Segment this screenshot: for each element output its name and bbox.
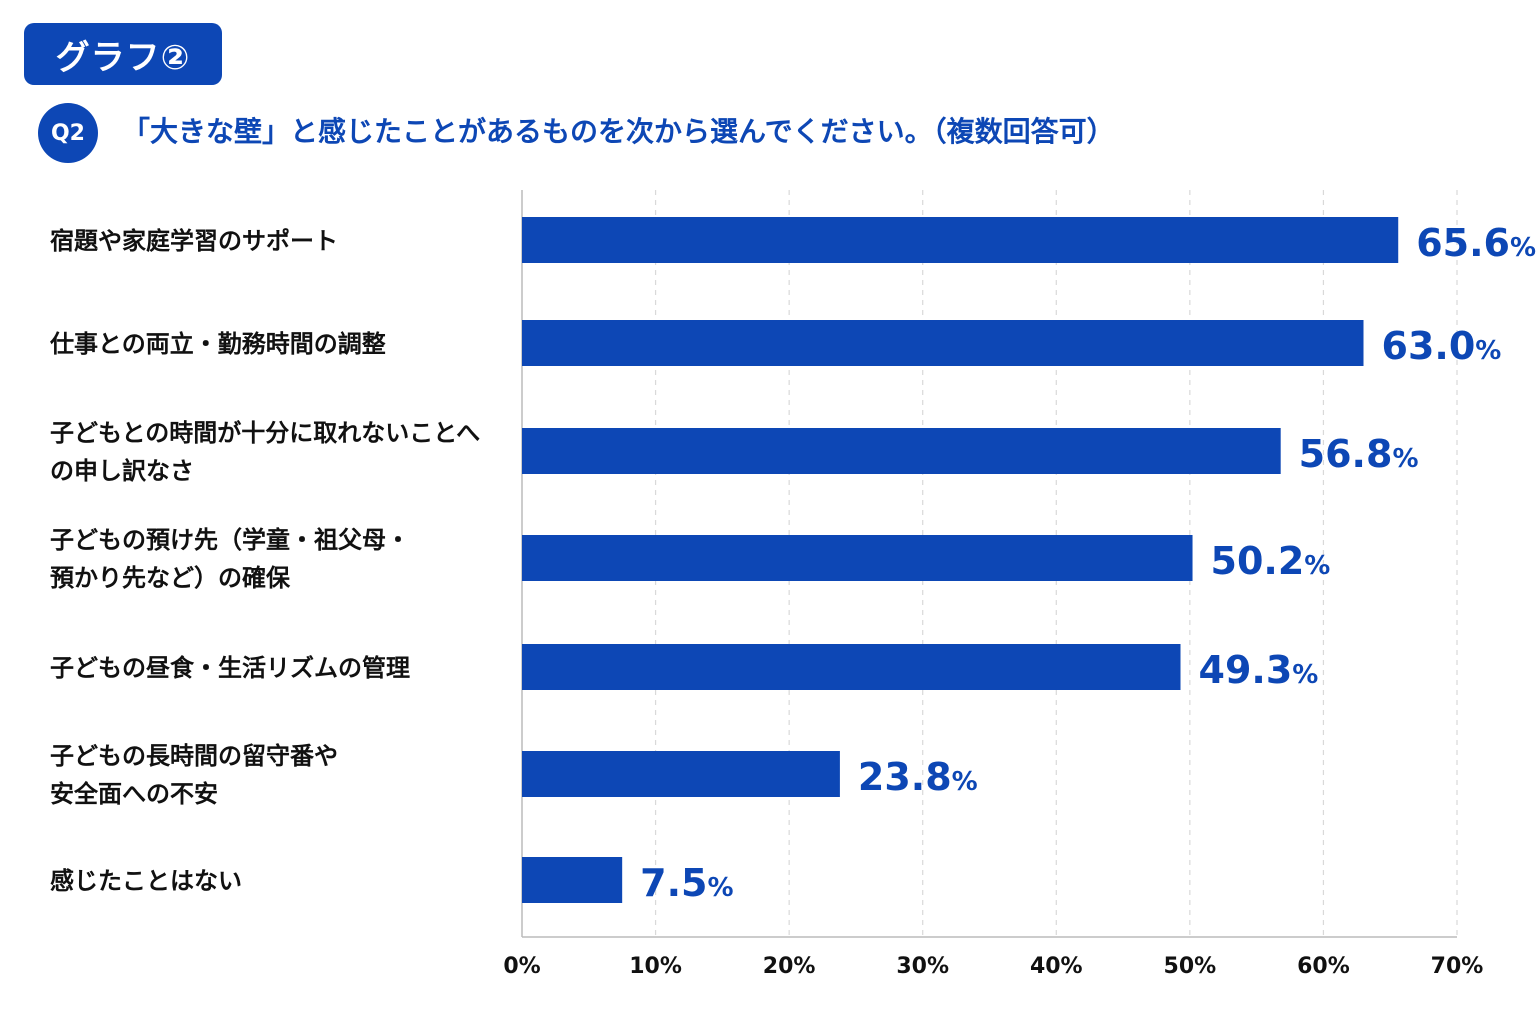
- bar: [522, 857, 623, 903]
- question-title: 「大きな壁」と感じたことがあるものを次から選んでください。（複数回答可）: [122, 115, 1115, 148]
- x-tick-label: 20%: [763, 954, 816, 979]
- category-label: 感じたことはない: [50, 867, 242, 895]
- x-tick-label: 40%: [1030, 954, 1083, 979]
- bar: [522, 535, 1193, 581]
- bar: [522, 751, 840, 797]
- bar: [522, 644, 1181, 690]
- category-label: 宿題や家庭学習のサポート: [50, 227, 338, 255]
- category-label: 子どもの長時間の留守番や: [50, 742, 338, 770]
- data-label: 23.8%: [858, 755, 978, 799]
- bar: [522, 320, 1364, 366]
- x-tick-label: 10%: [629, 954, 682, 979]
- data-label: 7.5%: [640, 861, 733, 905]
- bar: [522, 217, 1399, 263]
- category-label: 子どもとの時間が十分に取れないことへ: [50, 419, 480, 447]
- category-label: 預かり先など）の確保: [50, 564, 291, 592]
- data-label: 56.8%: [1299, 432, 1419, 476]
- category-label: 安全面への不安: [50, 780, 218, 808]
- category-label: 子どもの預け先（学童・祖父母・: [50, 526, 410, 554]
- x-tick-label: 50%: [1164, 954, 1217, 979]
- data-label: 65.6%: [1416, 221, 1536, 265]
- category-label: 子どもの昼食・生活リズムの管理: [50, 654, 410, 682]
- data-label: 63.0%: [1382, 324, 1502, 368]
- x-tick-label: 0%: [503, 954, 540, 979]
- data-label: 49.3%: [1199, 648, 1319, 692]
- x-tick-label: 30%: [896, 954, 949, 979]
- chart-badge: グラフ②: [24, 23, 222, 85]
- x-tick-label: 70%: [1431, 954, 1484, 979]
- bar: [522, 428, 1281, 474]
- category-label: 仕事との両立・勤務時間の調整: [49, 330, 386, 358]
- data-label: 50.2%: [1211, 539, 1331, 583]
- x-tick-label: 60%: [1297, 954, 1350, 979]
- category-label: の申し訳なさ: [50, 457, 194, 485]
- question-number-badge: Q2: [38, 103, 98, 163]
